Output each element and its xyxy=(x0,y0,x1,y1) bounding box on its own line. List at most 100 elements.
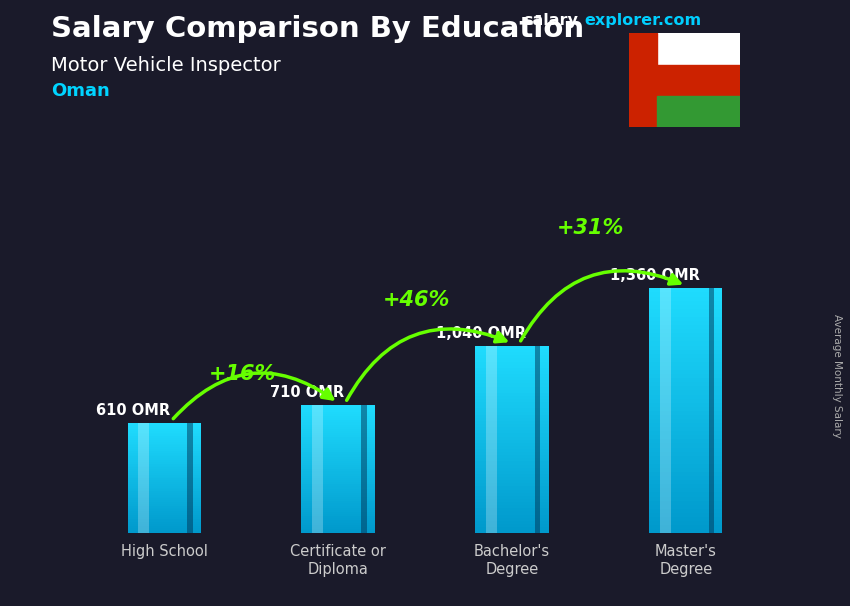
Bar xyxy=(128,526,201,528)
Bar xyxy=(128,449,201,451)
Bar xyxy=(649,288,722,293)
Bar xyxy=(649,345,722,350)
Bar xyxy=(475,349,548,352)
Bar xyxy=(649,476,722,480)
Bar xyxy=(475,530,548,533)
Bar xyxy=(649,293,722,296)
Bar xyxy=(302,512,375,514)
Bar xyxy=(128,530,201,531)
Bar xyxy=(486,346,496,533)
Bar xyxy=(302,531,375,533)
Bar xyxy=(649,321,722,325)
Bar xyxy=(128,502,201,504)
Bar xyxy=(302,521,375,522)
Bar xyxy=(475,480,548,484)
Bar xyxy=(302,471,375,474)
Bar xyxy=(649,329,722,333)
Bar xyxy=(649,444,722,448)
Bar xyxy=(128,493,201,495)
Bar xyxy=(128,513,201,515)
Bar xyxy=(475,374,548,377)
Bar xyxy=(649,529,722,533)
Bar xyxy=(475,402,548,405)
Bar xyxy=(475,439,548,443)
Bar xyxy=(475,415,548,418)
Bar xyxy=(302,422,375,425)
Bar xyxy=(475,455,548,458)
Bar xyxy=(302,448,375,450)
Bar xyxy=(649,378,722,382)
Bar xyxy=(302,412,375,414)
Bar xyxy=(302,408,375,410)
Bar xyxy=(475,452,548,455)
Bar xyxy=(302,452,375,454)
Bar xyxy=(475,393,548,396)
Bar xyxy=(128,471,201,473)
Bar xyxy=(128,478,201,480)
Bar xyxy=(302,518,375,521)
Bar xyxy=(475,418,548,421)
Bar xyxy=(629,33,656,127)
Bar xyxy=(649,387,722,390)
Bar xyxy=(475,408,548,411)
Bar xyxy=(128,501,201,502)
Bar xyxy=(302,467,375,470)
Bar xyxy=(649,309,722,313)
Bar xyxy=(649,415,722,419)
Bar xyxy=(475,346,548,349)
Bar xyxy=(302,427,375,429)
Bar xyxy=(649,464,722,468)
Bar xyxy=(475,362,548,365)
Bar xyxy=(302,444,375,446)
Bar xyxy=(313,405,323,533)
Bar xyxy=(475,527,548,530)
Bar xyxy=(128,447,201,449)
Bar xyxy=(649,439,722,444)
Bar xyxy=(128,519,201,521)
Bar xyxy=(649,366,722,370)
Bar xyxy=(475,477,548,480)
Bar xyxy=(649,484,722,488)
Bar xyxy=(302,508,375,510)
Bar xyxy=(475,355,548,359)
Bar xyxy=(360,405,366,533)
Bar xyxy=(475,384,548,387)
Bar xyxy=(128,465,201,467)
Bar xyxy=(302,474,375,476)
Bar xyxy=(649,460,722,464)
Bar xyxy=(302,463,375,465)
Bar xyxy=(649,374,722,378)
Bar xyxy=(139,424,149,533)
Bar xyxy=(302,456,375,459)
Bar xyxy=(709,288,714,533)
Bar xyxy=(649,382,722,387)
Bar xyxy=(649,468,722,472)
Bar xyxy=(475,352,548,355)
Bar xyxy=(128,433,201,435)
Text: 1,040 OMR: 1,040 OMR xyxy=(436,326,525,341)
Bar xyxy=(302,491,375,493)
Bar xyxy=(649,472,722,476)
Bar xyxy=(649,493,722,496)
Bar xyxy=(649,333,722,338)
Text: +31%: +31% xyxy=(557,218,624,238)
Bar xyxy=(649,431,722,435)
Text: +16%: +16% xyxy=(208,364,276,384)
FancyArrowPatch shape xyxy=(173,373,332,419)
Bar xyxy=(128,464,201,465)
Bar xyxy=(475,462,548,465)
Bar xyxy=(475,505,548,508)
Bar xyxy=(475,396,548,399)
Bar xyxy=(475,436,548,439)
Bar xyxy=(649,419,722,423)
Bar xyxy=(302,476,375,478)
Bar xyxy=(475,508,548,511)
Bar xyxy=(475,514,548,518)
Bar xyxy=(475,365,548,368)
Bar xyxy=(128,435,201,436)
Bar xyxy=(649,395,722,399)
Bar xyxy=(649,317,722,321)
Bar xyxy=(649,296,722,301)
Bar xyxy=(649,423,722,427)
Bar xyxy=(649,451,722,456)
